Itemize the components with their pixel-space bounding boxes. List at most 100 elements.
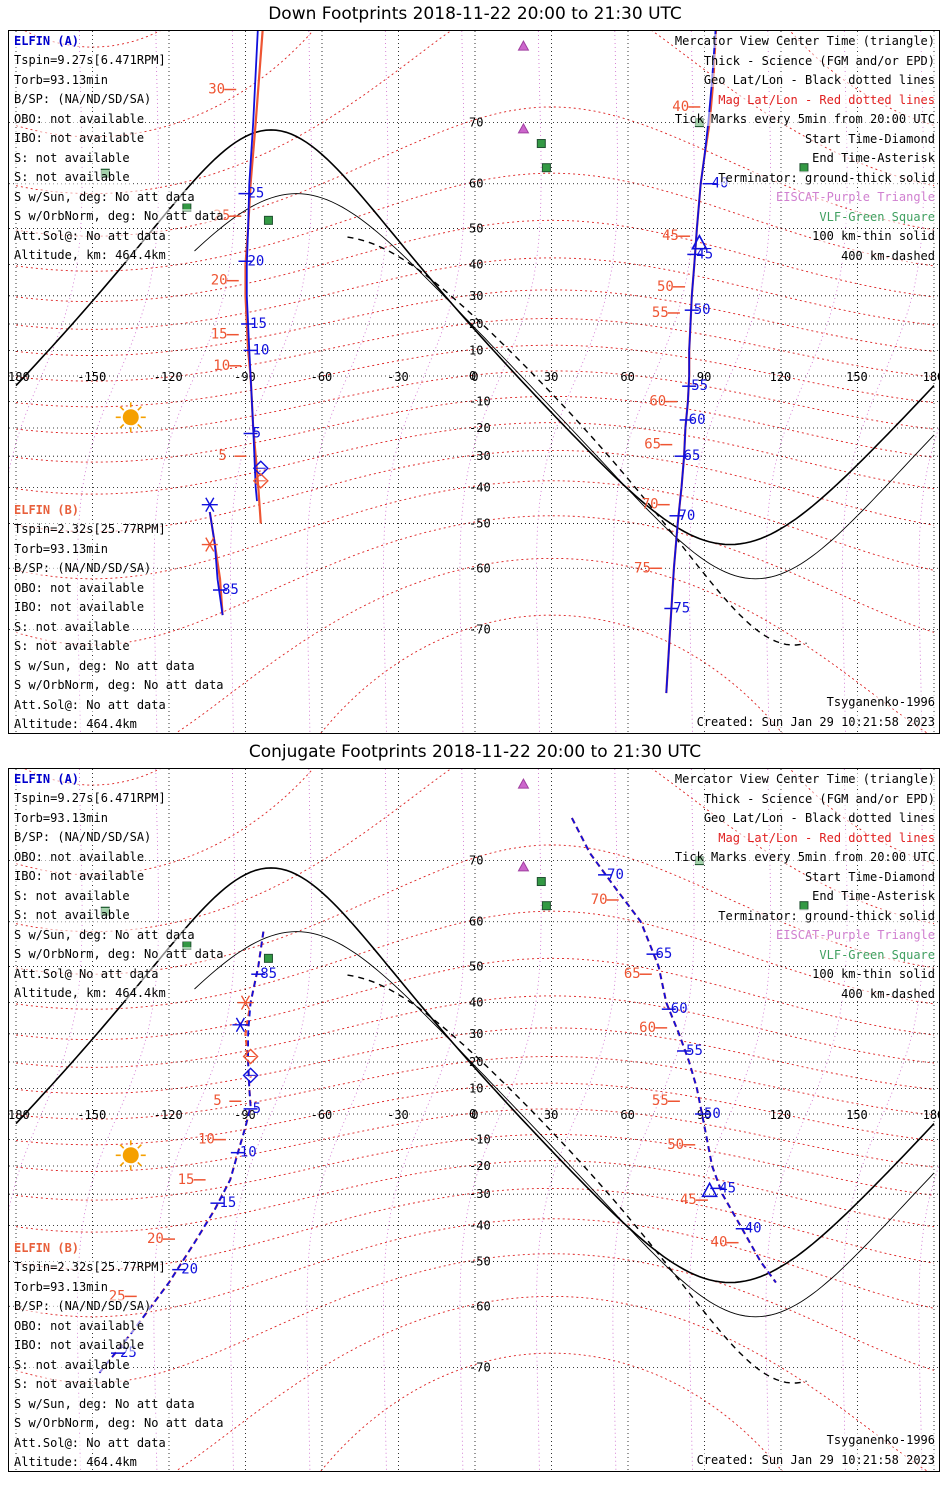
legend-ticks: Tick Marks every 5min from 20:00 UTC	[674, 112, 935, 126]
legend-geo: Geo Lat/Lon - Black dotted lines	[703, 73, 935, 87]
sun-ray	[137, 423, 142, 429]
elfin-a-info-line: S w/OrbNorm, deg: No att data	[14, 209, 224, 223]
elfin-b-tick-label: 40	[711, 1235, 728, 1251]
elfin-b-info-line: Torb=93.13min	[14, 1279, 108, 1294]
longitude-tick-label: -150	[77, 1108, 106, 1122]
created-label: Created: Sun Jan 29 10:21:58 2023	[696, 715, 935, 729]
legend-km400: 400 km-dashed	[841, 248, 935, 263]
model-label: Tsyganenko-1996	[826, 1433, 935, 1447]
sun-ray	[119, 1144, 125, 1149]
longitude-tick-label: 120	[770, 370, 792, 384]
elfin-a-tick-label: 60	[671, 1001, 688, 1017]
elfin-a-info-line: Att.Sol@: No att data	[14, 228, 166, 243]
elfin-a-tick-label: 25	[248, 186, 265, 202]
elfin-a-tick-label: 20	[181, 1262, 198, 1278]
eiscat-triangle-icon	[517, 860, 530, 872]
legend-km100: 100 km-thin solid	[812, 967, 935, 981]
latitude-tick-label: -30	[469, 449, 491, 463]
elfin-b-tick-label: 50	[667, 1137, 684, 1153]
legend-eiscat: EISCAT-Purple Triangle	[776, 928, 935, 942]
terminator-100km	[194, 931, 935, 1318]
latitude-tick-label: 40	[469, 996, 483, 1010]
elfin-b-tick-label: 70	[591, 892, 608, 908]
vlf-square-icon	[536, 877, 546, 887]
mag-latitude-line	[320, 614, 783, 733]
elfin-a-tick-label: 85	[260, 966, 277, 982]
elfin-a-info-line: Tspin=9.27s[6.471RPM]	[14, 53, 166, 67]
down-footprints-panel: Down Footprints 2018-11-22 20:00 to 21:3…	[8, 4, 940, 734]
latitude-tick-label: -20	[469, 1159, 491, 1173]
longitude-tick-label: -60	[311, 1108, 333, 1122]
elfin-b-tick-label: 60	[649, 394, 666, 410]
elfin-a-track	[571, 817, 777, 1284]
latitude-tick-label: -10	[469, 395, 491, 409]
elfin-a-info-line: S: not available	[14, 908, 130, 922]
elfin-b-info-line: B/SP: (NA/ND/SD/SA)	[14, 561, 152, 575]
elfin-b-info-line: Altitude: 464.4km	[14, 1455, 137, 1469]
elfin-a-info-line: Altitude, km: 464.4km	[14, 986, 166, 1000]
longitude-tick-label: -30	[387, 1108, 409, 1122]
legend-end: End Time-Asterisk	[812, 151, 935, 165]
elfin-a-tick-label: 45	[719, 1180, 736, 1196]
latitude-tick-label: 50	[469, 221, 483, 235]
elfin-b-tick-label: 5	[213, 1093, 221, 1109]
elfin-a-tick-label: 65	[656, 946, 673, 962]
conjugate-map-frame: -180-150-120-90-60-300306090120150180706…	[8, 768, 940, 1472]
legend-km100: 100 km-thin solid	[812, 229, 935, 243]
elfin-b-tick-label: 50	[657, 279, 674, 295]
vlf-square-icon	[541, 901, 551, 911]
longitude-tick-label: 120	[770, 1108, 792, 1122]
sun-icon	[122, 409, 139, 426]
elfin-a-tick-label: 65	[684, 448, 701, 464]
center-time-triangle-icon	[701, 1181, 718, 1198]
elfin-b-tick-label: 60	[639, 1020, 656, 1036]
mag-latitude-line	[15, 31, 935, 138]
latitude-tick-label: -10	[469, 1133, 491, 1147]
longitude-tick-label: 0	[471, 1108, 478, 1122]
elfin-b-info-line: S: not available	[14, 1377, 130, 1391]
elfin-b-tick-label: 70	[642, 497, 659, 513]
latitude-tick-label: -50	[469, 1255, 491, 1269]
elfin-b-end-asterisk-icon	[240, 995, 251, 1010]
elfin-b-start-diamond-icon	[242, 1048, 259, 1065]
longitude-tick-label: -150	[77, 370, 106, 384]
elfin-b-tick-label: 55	[652, 305, 669, 321]
conjugate-map-canvas: -180-150-120-90-60-300306090120150180706…	[9, 769, 939, 1471]
latitude-tick-label: -50	[469, 517, 491, 531]
legend-start: Start Time-Diamond	[804, 131, 935, 146]
longitude-tick-label: -60	[311, 370, 333, 384]
elfin-a-tick-label: 5	[253, 425, 261, 441]
sun-ray	[119, 406, 125, 411]
legend-thick: Thick - Science (FGM and/or EPD)	[703, 53, 935, 68]
elfin-b-info-line: S: not available	[14, 639, 130, 653]
vlf-square-icon	[263, 953, 273, 963]
elfin-a-info-line: S: not available	[14, 170, 130, 184]
elfin-a-tick-label: 50	[704, 1106, 721, 1122]
elfin-a-info-line: S: not available	[14, 888, 130, 903]
elfin-a-start-diamond-icon	[242, 1067, 259, 1084]
elfin-b-tick-label: 5	[218, 448, 226, 464]
longitude-tick-label: 90	[697, 370, 711, 384]
elfin-b-info-line: S: not available	[14, 1357, 130, 1372]
longitude-tick-label: 30	[544, 370, 558, 384]
sun-ray	[137, 1161, 142, 1167]
elfin-a-track	[245, 31, 259, 502]
latitude-tick-label: -30	[469, 1187, 491, 1201]
elfin-b-end-asterisk-icon	[205, 537, 215, 552]
elfin-a-tick-label: 10	[240, 1145, 257, 1161]
eiscat-triangle-icon	[517, 778, 530, 789]
elfin-b-track	[244, 31, 264, 524]
elfin-b-info-line: Att.Sol@: No att data	[14, 697, 166, 712]
elfin-b-info-line: S w/OrbNorm, deg: No att data	[14, 1416, 224, 1430]
legend-km400: 400 km-dashed	[841, 986, 935, 1001]
mag-latitude-line	[15, 769, 935, 876]
elfin-b-info-line: Altitude: 464.4km	[14, 717, 137, 731]
elfin-b-tick-label: 40	[672, 99, 689, 115]
elfin-a-info-line: S: not available	[14, 150, 130, 165]
latitude-tick-label: 60	[469, 915, 483, 929]
conjugate-footprints-panel: Conjugate Footprints 2018-11-22 20:00 to…	[0, 738, 950, 1488]
elfin-a-tick-label: 45	[696, 246, 713, 262]
legend-mag: Mag Lat/Lon - Red dotted lines	[718, 830, 935, 845]
down-panel-title: Down Footprints 2018-11-22 20:00 to 21:3…	[268, 4, 682, 24]
legend-eiscat: EISCAT-Purple Triangle	[776, 190, 935, 204]
